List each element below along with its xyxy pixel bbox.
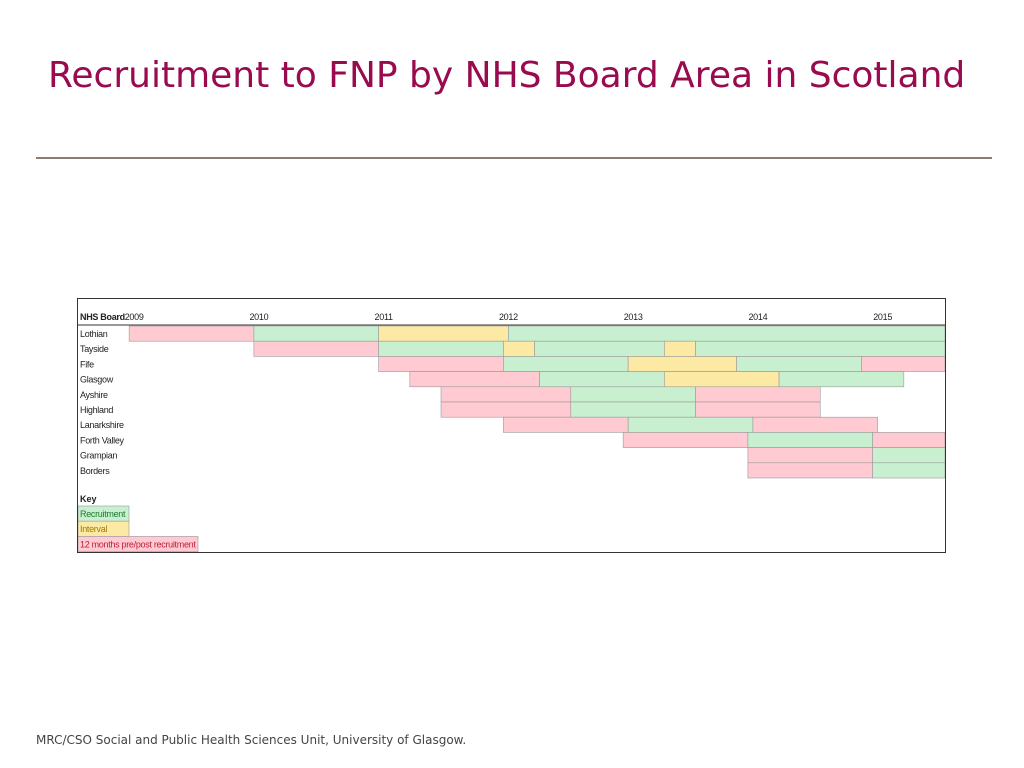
segment-lanarkshire-1-pre_post <box>503 416 629 433</box>
segment-lothian-1-pre_post <box>128 325 255 342</box>
recruitment-timeline-chart: NHS Board 2009 2010 2011 2012 2013 2014 2015 Lot… <box>77 298 946 553</box>
year-label-2009: 2009 <box>125 312 144 322</box>
segment-fife-4-recruitment <box>736 356 862 372</box>
timeline-svg: NHS Board 2009 2010 2011 2012 2013 2014 2015 Lot… <box>78 312 945 552</box>
board-label-tayside: Tayside <box>80 344 109 354</box>
segment-glasgow-3-interval <box>664 371 780 388</box>
segment-ayshire-1-pre_post <box>440 386 572 403</box>
segment-glasgow-2-recruitment <box>539 371 665 388</box>
segment-grampian-2-recruitment <box>872 447 945 464</box>
slide-title: Recruitment to FNP by NHS Board Area in … <box>48 55 966 96</box>
key-label-pre_post: 12 months pre/post recruitment <box>80 539 196 549</box>
segment-tayside-1-pre_post <box>253 340 379 357</box>
segment-tayside-5-interval <box>664 340 696 357</box>
segment-tayside-3-interval <box>503 340 535 357</box>
year-label-2011: 2011 <box>375 312 393 322</box>
board-label-fife: Fife <box>80 359 94 369</box>
board-label-grampian: Grampian <box>80 451 117 461</box>
segment-lanarkshire-2-recruitment <box>627 416 754 433</box>
footer-credit: MRC/CSO Social and Public Health Science… <box>36 733 467 747</box>
segment-highland-2-recruitment <box>570 401 696 418</box>
board-label-borders: Borders <box>80 466 110 476</box>
segment-tayside-6-recruitment <box>695 340 945 357</box>
board-label-glasgow: Glasgow <box>80 375 114 385</box>
year-label-2014: 2014 <box>748 312 767 322</box>
segment-ayshire-2-recruitment <box>570 386 696 403</box>
board-label-lanarkshire: Lanarkshire <box>80 420 124 430</box>
year-label-2015: 2015 <box>873 312 892 322</box>
segment-lothian-3-interval <box>378 325 509 342</box>
segment-borders-1-pre_post <box>747 462 873 479</box>
board-label-ayshire: Ayshire <box>80 390 108 400</box>
board-label-highland: Highland <box>80 405 113 415</box>
segment-forth-valley-1-pre_post <box>622 432 749 448</box>
segment-borders-2-recruitment <box>872 462 945 479</box>
segment-fife-1-pre_post <box>378 356 504 372</box>
segment-forth-valley-3-pre_post <box>872 432 945 448</box>
title-divider <box>36 157 992 159</box>
segment-forth-valley-2-recruitment <box>747 432 873 448</box>
key-swatch-pre_post <box>78 536 199 552</box>
year-label-2010: 2010 <box>249 312 268 322</box>
board-label-forth-valley: Forth Valley <box>80 435 125 445</box>
segment-lanarkshire-3-pre_post <box>752 416 878 433</box>
segment-lothian-4-recruitment <box>508 325 945 342</box>
key-title: Key <box>80 494 97 504</box>
segment-highland-3-pre_post <box>695 401 821 418</box>
segment-tayside-2-recruitment <box>378 340 504 357</box>
segment-lothian-2-recruitment <box>253 325 379 342</box>
key-label-recruitment: Recruitment <box>80 509 126 519</box>
segment-fife-2-recruitment <box>503 356 629 372</box>
segment-glasgow-4-recruitment <box>778 371 905 388</box>
segment-tayside-4-recruitment <box>534 340 665 357</box>
segment-ayshire-3-pre_post <box>695 386 821 403</box>
year-label-2012: 2012 <box>499 312 518 322</box>
board-label-lothian: Lothian <box>80 329 108 339</box>
year-label-2013: 2013 <box>624 312 643 322</box>
key-label-interval: Interval <box>80 524 107 534</box>
segment-highland-1-pre_post <box>440 401 572 418</box>
segment-fife-5-pre_post <box>861 356 945 372</box>
segment-glasgow-1-pre_post <box>409 371 540 388</box>
segment-grampian-1-pre_post <box>747 447 873 464</box>
row-header-label: NHS Board <box>80 312 125 322</box>
segment-fife-3-interval <box>627 356 737 372</box>
